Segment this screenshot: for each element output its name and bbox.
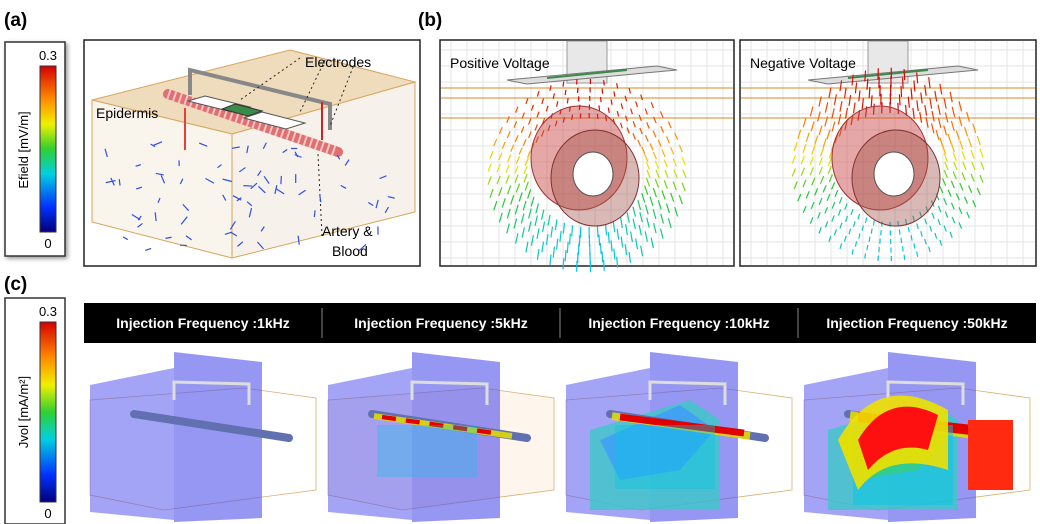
field-arrow — [901, 86, 902, 97]
field-arrow — [567, 98, 568, 103]
field-arrow — [572, 225, 573, 236]
field-arrow — [865, 70, 866, 81]
column-header: Injection Frequency :5kHz — [354, 315, 527, 331]
field-arrow — [901, 238, 902, 243]
colorbar-label: Efield [mV/m] — [16, 111, 31, 188]
field-arrow — [601, 97, 602, 102]
field-arrow — [604, 80, 605, 85]
panel-title: Positive Voltage — [450, 55, 550, 71]
field-arrow — [565, 250, 566, 261]
field-arrow — [867, 245, 868, 250]
artery-lumen — [573, 152, 613, 196]
field-arrow — [567, 242, 568, 253]
field-arrow — [871, 95, 872, 106]
field-arrow — [869, 87, 870, 98]
annotation: Blood — [332, 243, 368, 259]
panel-label: (a) — [4, 10, 27, 31]
field-arrow — [563, 82, 564, 87]
artery-lumen — [874, 152, 914, 196]
field-arrow — [903, 78, 904, 89]
field-arrow — [869, 237, 870, 242]
field-arrow — [597, 226, 598, 237]
field-arrow — [903, 246, 904, 251]
field-arrow — [314, 210, 315, 217]
field-arrow — [119, 179, 120, 185]
field-arrow — [602, 89, 603, 94]
field-arrow — [570, 234, 571, 245]
column-header: Injection Frequency :1kHz — [116, 315, 289, 331]
column-header: Injection Frequency :50kHz — [826, 315, 1007, 331]
field-arrow — [563, 258, 564, 269]
field-arrow — [867, 79, 868, 90]
annotation: Electrodes — [305, 54, 371, 70]
field-arrow — [602, 251, 603, 262]
field-arrow — [599, 235, 600, 246]
column-header: Injection Frequency :10kHz — [588, 315, 769, 331]
colorbar-min: 0 — [44, 506, 51, 521]
colorbar-max: 0.3 — [39, 304, 57, 319]
field-arrow — [599, 105, 600, 110]
panel-label: (b) — [418, 10, 442, 31]
current-spread — [377, 425, 477, 477]
field-arrow — [601, 243, 602, 254]
current-spread — [615, 425, 715, 489]
colorbar — [40, 322, 56, 502]
field-arrow — [899, 229, 900, 234]
colorbar-min: 0 — [44, 236, 51, 251]
field-arrow — [899, 94, 900, 105]
field-arrow — [865, 253, 866, 258]
section-plane — [174, 352, 262, 522]
field-arrow — [604, 260, 605, 271]
annotation: Artery & — [322, 223, 373, 239]
annotation: Epidermis — [96, 105, 158, 121]
field-arrow — [873, 220, 874, 225]
field-arrow — [565, 90, 566, 95]
current-hot — [968, 420, 1013, 490]
panel-title: Negative Voltage — [750, 55, 856, 71]
colorbar — [40, 66, 56, 232]
field-arrow — [871, 228, 872, 233]
colorbar-label: Jvol [mA/m²] — [16, 376, 31, 448]
panel-label: (c) — [4, 274, 27, 295]
section-plane — [90, 368, 174, 520]
field-arrow — [904, 69, 905, 80]
figure: (a) (b) (c) 0.3 0 Efield [mV/m] Electrod… — [0, 0, 1040, 524]
panel-a: Electrodes Epidermis Artery & Blood — [84, 40, 420, 266]
field-arrow — [904, 255, 905, 260]
colorbar-max: 0.3 — [39, 48, 57, 63]
